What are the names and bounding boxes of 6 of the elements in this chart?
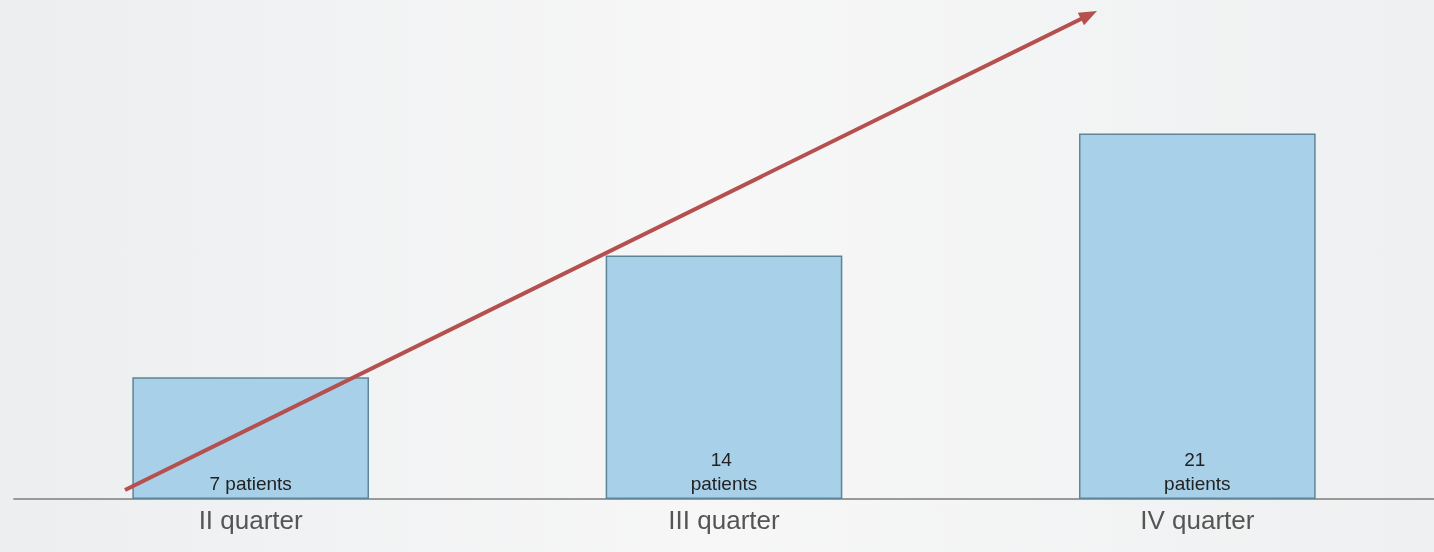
x-tick-label: IV quarter bbox=[1140, 505, 1255, 535]
x-tick-label: II quarter bbox=[198, 505, 304, 535]
x-tick-label: III quarter bbox=[668, 505, 780, 535]
data-label: 14 patients bbox=[690, 448, 758, 494]
data-label: 21 patients bbox=[1164, 448, 1231, 494]
data-label: 7 patients bbox=[209, 472, 292, 494]
